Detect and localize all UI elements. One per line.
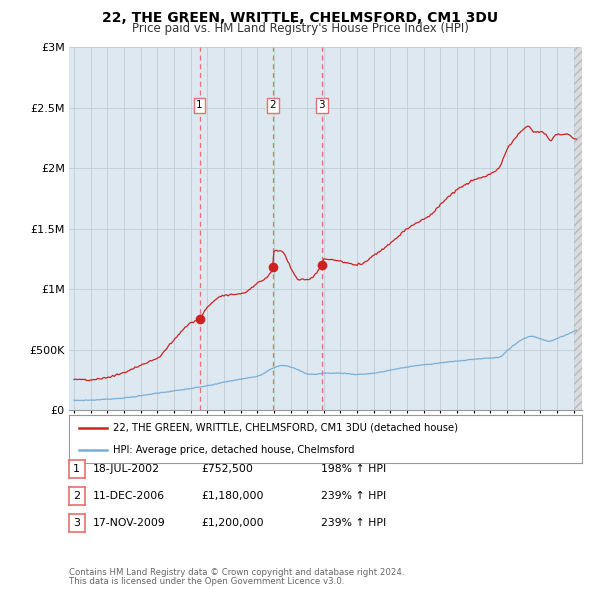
Text: Contains HM Land Registry data © Crown copyright and database right 2024.: Contains HM Land Registry data © Crown c…: [69, 568, 404, 577]
Text: 1: 1: [73, 464, 80, 474]
Text: This data is licensed under the Open Government Licence v3.0.: This data is licensed under the Open Gov…: [69, 577, 344, 586]
Text: HPI: Average price, detached house, Chelmsford: HPI: Average price, detached house, Chel…: [113, 445, 354, 455]
Text: Price paid vs. HM Land Registry's House Price Index (HPI): Price paid vs. HM Land Registry's House …: [131, 22, 469, 35]
Text: 198% ↑ HPI: 198% ↑ HPI: [321, 464, 386, 474]
Text: £1,200,000: £1,200,000: [201, 519, 263, 528]
Text: 22, THE GREEN, WRITTLE, CHELMSFORD, CM1 3DU (detached house): 22, THE GREEN, WRITTLE, CHELMSFORD, CM1 …: [113, 423, 458, 433]
Text: 239% ↑ HPI: 239% ↑ HPI: [321, 519, 386, 528]
Text: 17-NOV-2009: 17-NOV-2009: [93, 519, 166, 528]
Text: 11-DEC-2006: 11-DEC-2006: [93, 491, 165, 501]
Text: 239% ↑ HPI: 239% ↑ HPI: [321, 491, 386, 501]
Bar: [574, 47, 582, 410]
Text: 3: 3: [73, 519, 80, 528]
Text: 18-JUL-2002: 18-JUL-2002: [93, 464, 160, 474]
Text: £1,180,000: £1,180,000: [201, 491, 263, 501]
Text: £752,500: £752,500: [201, 464, 253, 474]
Text: 22, THE GREEN, WRITTLE, CHELMSFORD, CM1 3DU: 22, THE GREEN, WRITTLE, CHELMSFORD, CM1 …: [102, 11, 498, 25]
Text: 1: 1: [196, 100, 203, 110]
Text: 2: 2: [73, 491, 80, 501]
Text: 2: 2: [270, 100, 277, 110]
Text: 3: 3: [319, 100, 325, 110]
